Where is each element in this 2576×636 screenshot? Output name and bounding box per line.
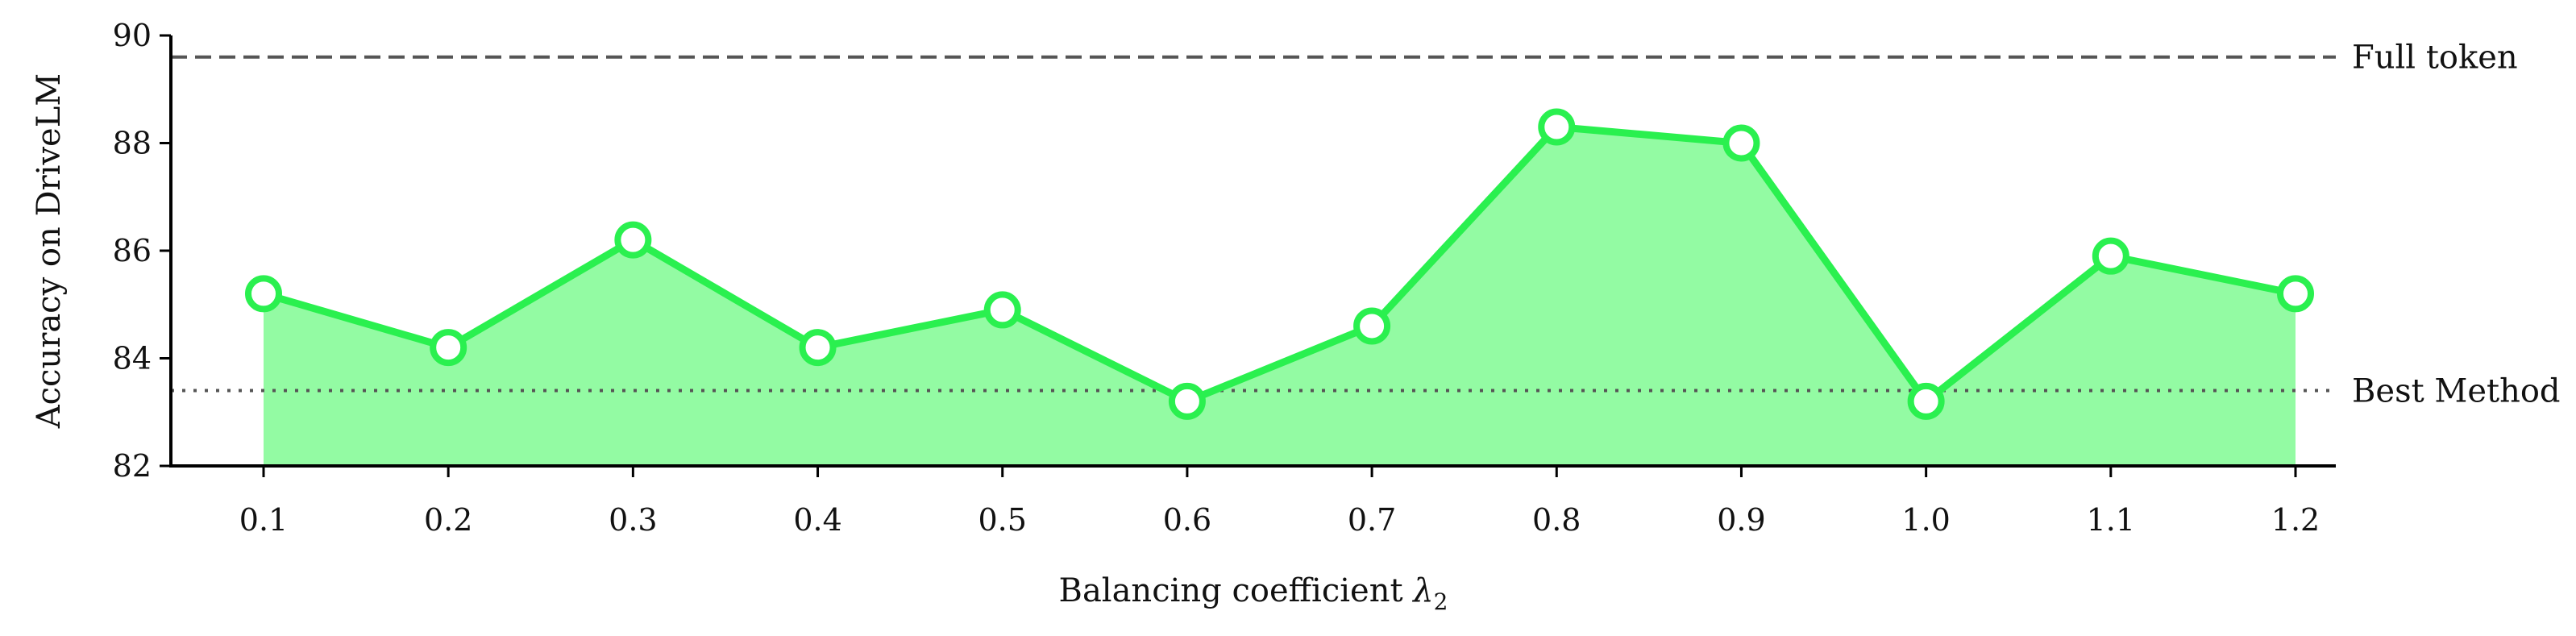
series-layer <box>245 108 2314 420</box>
x-axis-title: Balancing coefficient λ2 <box>1059 572 1448 615</box>
x-tick-label: 0.2 <box>424 502 472 538</box>
data-point-marker <box>799 329 837 367</box>
y-axis-ticks: 82 84 86 88 90 <box>113 18 171 484</box>
x-tick-label: 0.9 <box>1717 502 1765 538</box>
data-point-marker <box>245 275 282 313</box>
x-tick-label: 1.2 <box>2271 502 2320 538</box>
y-tick-label: 82 <box>113 448 152 484</box>
data-point-marker <box>2277 275 2314 313</box>
data-point-marker <box>1907 382 1945 420</box>
reference-lines: Full token Best Method <box>171 39 2561 410</box>
x-tick-label: 0.3 <box>609 502 657 538</box>
data-point-marker <box>983 291 1021 329</box>
x-axis-title-symbol: λ <box>1411 572 1433 609</box>
x-tick-label: 0.8 <box>1532 502 1581 538</box>
data-point-marker <box>2092 237 2129 275</box>
x-axis-title-subscript: 2 <box>1434 588 1448 615</box>
x-tick-label: 1.1 <box>2087 502 2135 538</box>
data-point-marker <box>430 329 467 367</box>
x-tick-label: 0.6 <box>1163 502 1211 538</box>
y-tick-label: 88 <box>113 126 152 161</box>
data-point-marker <box>1168 382 1206 420</box>
data-point-marker <box>1538 108 1576 146</box>
y-tick-label: 90 <box>113 18 152 53</box>
y-axis-title: Accuracy on DriveLM <box>31 73 68 429</box>
x-tick-label: 0.1 <box>239 502 288 538</box>
x-tick-label: 0.7 <box>1348 502 1396 538</box>
x-tick-label: 0.5 <box>978 502 1027 538</box>
x-axis-ticks: 0.1 0.2 0.3 0.4 0.5 0.6 0.7 0.8 0.9 1.0 1.1 1.2 <box>239 466 2320 538</box>
series-area-fill <box>264 127 2296 466</box>
x-tick-label: 1.0 <box>1901 502 1950 538</box>
reference-label-best-method: Best Method <box>2352 373 2561 410</box>
series-line <box>260 123 2300 405</box>
y-tick-label: 86 <box>113 233 152 268</box>
x-tick-label: 0.4 <box>793 502 841 538</box>
y-tick-label: 84 <box>113 341 152 376</box>
data-point-marker <box>1722 124 1760 162</box>
data-point-marker <box>614 221 652 259</box>
area-layer <box>264 127 2296 466</box>
data-point-marker <box>1353 307 1391 345</box>
reference-label-full-token: Full token <box>2352 39 2518 77</box>
x-axis-title-text: Balancing coefficient <box>1059 572 1414 609</box>
